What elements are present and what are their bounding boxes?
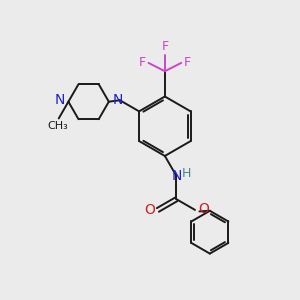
- Text: N: N: [171, 169, 182, 183]
- Text: F: F: [184, 56, 191, 69]
- Text: N: N: [55, 93, 65, 107]
- Text: H: H: [181, 167, 191, 180]
- Text: N: N: [112, 93, 123, 107]
- Text: F: F: [138, 56, 146, 69]
- Text: O: O: [144, 203, 155, 218]
- Text: O: O: [198, 202, 209, 216]
- Text: F: F: [161, 40, 168, 52]
- Text: CH₃: CH₃: [47, 122, 68, 131]
